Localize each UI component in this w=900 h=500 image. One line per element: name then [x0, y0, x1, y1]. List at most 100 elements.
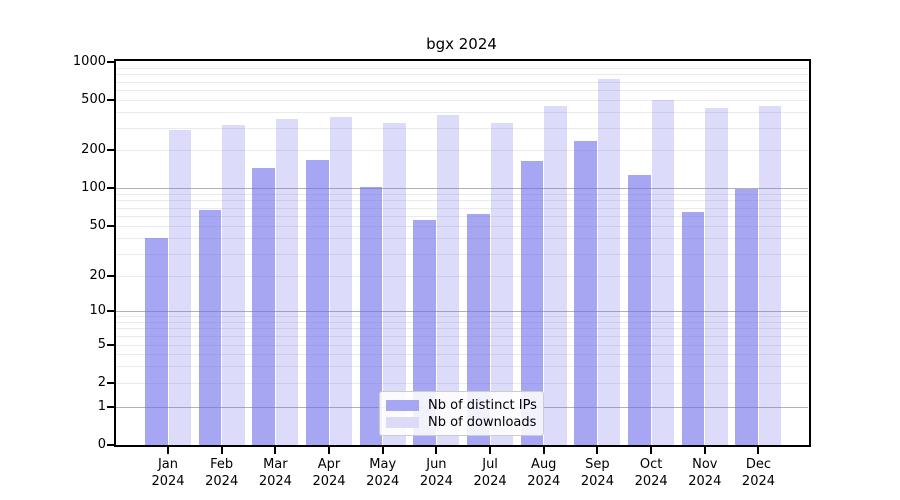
bar-distinct-ips-nov — [681, 211, 705, 445]
y-tick-label: 20 — [89, 268, 106, 283]
x-tick-label: May 2024 — [351, 456, 415, 490]
gridline-minor — [116, 194, 808, 195]
x-tick-year: 2024 — [151, 474, 185, 489]
x-tick — [703, 447, 706, 454]
gridline-minor — [116, 100, 808, 101]
bar-distinct-ips-mar — [252, 167, 275, 445]
axis-spine-bottom — [114, 445, 811, 447]
y-tick-label: 500 — [81, 92, 106, 107]
x-tick-month: Oct — [639, 457, 663, 472]
gridline-minor — [116, 345, 808, 346]
bar-downloads-oct — [651, 100, 675, 445]
y-tick — [107, 310, 114, 312]
x-tick-label: Dec 2024 — [726, 456, 790, 490]
gridline-minor — [116, 200, 808, 201]
bar-downloads-may — [383, 122, 406, 445]
bar-distinct-ips-jun — [413, 219, 436, 445]
gridline-major — [116, 311, 808, 312]
x-tick-month: May — [369, 457, 397, 472]
gridline-minor — [116, 322, 808, 323]
y-tick-label: 2 — [97, 375, 106, 390]
y-tick-label: 200 — [81, 142, 106, 157]
bar-distinct-ips-apr — [306, 159, 329, 445]
axis-spine-right — [809, 59, 811, 447]
gridline-minor — [116, 316, 808, 317]
x-tick-year: 2024 — [205, 474, 239, 489]
legend-label-distinct-ips: Nb of distinct IPs — [428, 398, 537, 413]
x-tick-label: Nov 2024 — [673, 456, 737, 490]
gridline-minor — [116, 383, 808, 384]
x-tick — [435, 447, 438, 454]
x-tick-label: Sep 2024 — [565, 456, 629, 490]
bar-distinct-ips-oct — [628, 174, 651, 445]
y-tick-label: 0 — [97, 437, 106, 452]
legend-swatch-distinct-ips — [386, 400, 419, 411]
x-tick-year: 2024 — [312, 474, 346, 489]
x-tick-month: Mar — [263, 457, 288, 472]
legend-item-downloads: Nb of downloads — [386, 414, 536, 431]
y-tick-label: 1000 — [72, 54, 106, 69]
bar-distinct-ips-sep — [574, 140, 597, 445]
bar-downloads-jan — [168, 129, 191, 445]
y-tick — [107, 344, 114, 346]
bar-distinct-ips-jul — [467, 214, 490, 445]
y-tick — [107, 444, 114, 446]
gridline-minor — [116, 336, 808, 337]
y-tick-label: 1 — [97, 398, 106, 414]
x-tick-label: Aug 2024 — [512, 456, 576, 490]
bar-distinct-ips-aug — [520, 160, 544, 445]
x-tick-month: Jul — [482, 457, 498, 472]
bar-downloads-apr — [329, 117, 353, 445]
gridline-minor — [116, 90, 808, 91]
axis-spine-top — [114, 59, 811, 61]
x-tick — [328, 447, 331, 454]
y-tick — [107, 61, 114, 63]
x-tick-month: Aug — [531, 457, 557, 472]
gridline-minor — [116, 328, 808, 329]
gridline-minor — [116, 128, 808, 129]
y-tick — [107, 405, 114, 408]
gridline-minor — [116, 366, 808, 367]
x-tick-year: 2024 — [741, 474, 776, 489]
x-tick-label: Oct 2024 — [619, 456, 683, 490]
x-tick-month: Jan — [157, 457, 179, 472]
y-tick — [107, 225, 114, 227]
gridline-minor — [116, 112, 808, 113]
x-tick — [274, 447, 277, 454]
gridline-minor — [116, 276, 808, 277]
x-tick-month: Apr — [317, 457, 341, 472]
x-tick-month: Nov — [692, 457, 718, 472]
x-tick-label: Jan 2024 — [136, 456, 200, 490]
gridline-minor — [116, 68, 808, 69]
x-tick-label: Mar 2024 — [243, 456, 307, 490]
bar-downloads-feb — [222, 125, 245, 445]
legend-item-distinct-ips: Nb of distinct IPs — [386, 397, 537, 414]
x-tick-month: Dec — [745, 457, 772, 472]
x-tick-year: 2024 — [527, 474, 561, 489]
x-tick — [596, 447, 599, 454]
y-tick-label: 5 — [97, 337, 106, 352]
y-tick — [107, 382, 114, 384]
y-tick-label: 50 — [89, 218, 106, 233]
x-tick-label: Feb 2024 — [190, 456, 254, 490]
x-tick-month: Sep — [585, 457, 610, 472]
bar-downloads-dec — [758, 105, 782, 445]
x-tick-year: 2024 — [366, 474, 400, 489]
bar-distinct-ips-may — [359, 187, 383, 445]
x-tick — [220, 447, 223, 454]
x-tick-label: Apr 2024 — [297, 456, 361, 490]
legend: Nb of distinct IPs Nb of downloads — [379, 391, 544, 436]
bar-downloads-jul — [490, 122, 514, 445]
x-tick-year: 2024 — [419, 474, 453, 489]
x-tick — [542, 447, 545, 454]
x-tick-year: 2024 — [634, 474, 668, 489]
gridline-minor — [116, 254, 808, 255]
axis-spine-left — [114, 59, 116, 447]
y-tick — [107, 149, 114, 151]
gridline-minor — [116, 74, 808, 75]
x-tick — [167, 447, 169, 454]
y-tick — [107, 99, 114, 101]
gridline-major — [116, 188, 808, 189]
bar-downloads-nov — [705, 108, 728, 445]
x-tick-year: 2024 — [258, 474, 292, 489]
